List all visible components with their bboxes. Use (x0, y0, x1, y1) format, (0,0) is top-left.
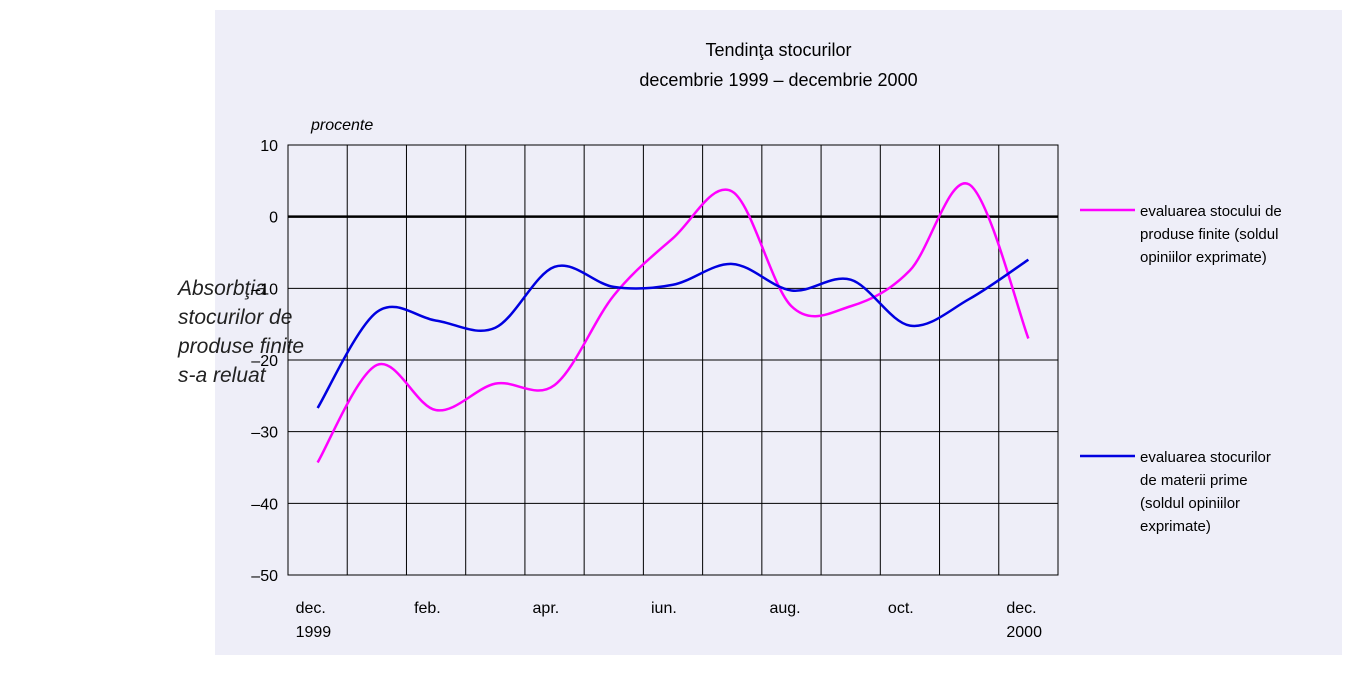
y-tick-label: –10 (251, 281, 278, 298)
y-tick-label: –30 (251, 425, 278, 442)
legend-label: evaluarea stocului de produse finite (so… (1140, 203, 1282, 266)
y-tick-label: 0 (269, 210, 278, 227)
side-note: Absorbţia stocurilor de produse finite s… (178, 277, 305, 387)
x-tick-label: iun. (651, 600, 677, 617)
x-tick-label: aug. (769, 600, 801, 617)
x-tick-label: oct. (887, 600, 914, 617)
plot-border (287, 144, 1059, 576)
y-tick-label: 10 (260, 138, 278, 155)
y-axis-label: procente (311, 117, 374, 134)
series-line (316, 182, 1030, 464)
chart-title: Tendinţa stocurilor (705, 40, 852, 60)
x-tick-label: feb. (414, 600, 441, 617)
legend-label: evaluarea stocurilor de materii prime (s… (1140, 449, 1271, 535)
chart-subtitle: decembrie 1999 – decembrie 2000 (639, 70, 918, 90)
y-tick-label: –50 (251, 568, 278, 585)
chart-panel (215, 10, 1342, 655)
series-line (316, 258, 1030, 409)
x-tick-label: dec. 2000 (1006, 600, 1042, 641)
x-tick-label: dec. 1999 (295, 600, 332, 641)
x-tick-label: apr. (532, 600, 560, 617)
y-tick-label: –40 (251, 496, 278, 513)
y-tick-label: –20 (251, 353, 278, 370)
